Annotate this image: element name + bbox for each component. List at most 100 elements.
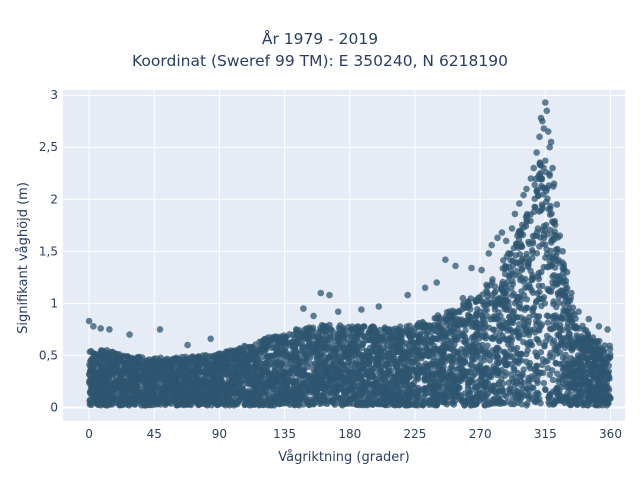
data-point: [544, 365, 551, 372]
data-point: [503, 253, 510, 260]
data-point: [96, 350, 103, 357]
data-point: [499, 332, 506, 339]
data-point: [155, 370, 163, 377]
data-point: [257, 374, 264, 381]
data-point: [480, 320, 487, 327]
data-point: [570, 361, 578, 368]
data-point: [575, 354, 582, 362]
data-point: [529, 249, 536, 256]
data-point: [523, 402, 530, 409]
data-point: [234, 388, 242, 396]
data-point: [550, 272, 558, 279]
data-point: [457, 360, 465, 367]
data-point: [245, 387, 253, 394]
data-point: [536, 339, 543, 346]
data-point: [499, 322, 506, 330]
data-point: [490, 363, 497, 370]
data-point: [286, 398, 293, 405]
data-point: [431, 378, 438, 386]
data-point: [347, 385, 354, 393]
data-point: [211, 360, 218, 367]
data-point: [135, 353, 143, 360]
data-point: [282, 391, 289, 398]
data-point: [380, 387, 388, 394]
data-point: [289, 392, 297, 399]
data-point: [384, 397, 391, 404]
data-point: [467, 306, 474, 313]
data-point: [332, 352, 339, 359]
data-point: [491, 306, 499, 313]
data-point: [451, 333, 458, 340]
data-point: [544, 185, 551, 192]
data-point: [543, 250, 551, 258]
data-point: [556, 272, 563, 280]
data-point: [328, 397, 336, 404]
data-point: [195, 353, 202, 360]
data-point: [459, 366, 466, 374]
data-point: [535, 282, 543, 290]
data-point: [384, 360, 391, 367]
data-point: [512, 252, 519, 259]
data-point: [505, 263, 512, 270]
data-point: [481, 380, 488, 388]
data-point: [566, 339, 573, 347]
chart-title-block: År 1979 - 2019 Koordinat (Sweref 99 TM):…: [0, 28, 640, 72]
data-point: [440, 366, 447, 374]
data-point: [116, 370, 124, 377]
data-point: [365, 382, 373, 389]
data-point: [570, 323, 578, 330]
data-point: [447, 353, 454, 361]
data-point: [448, 326, 455, 334]
data-point: [125, 361, 132, 368]
data-point: [488, 292, 495, 299]
data-point: [470, 343, 477, 350]
data-point: [468, 361, 475, 368]
data-point: [265, 361, 272, 369]
data-point: [119, 359, 126, 366]
data-point: [542, 386, 549, 394]
data-point: [481, 371, 488, 378]
data-point: [220, 360, 227, 368]
chart-subtitle: Koordinat (Sweref 99 TM): E 350240, N 62…: [132, 52, 508, 70]
data-point: [202, 390, 209, 398]
data-point: [555, 299, 563, 306]
data-point: [562, 315, 570, 322]
data-point: [337, 357, 345, 364]
data-point: [123, 377, 130, 385]
data-point: [363, 400, 370, 407]
data-point: [300, 395, 307, 402]
data-point: [452, 309, 459, 316]
data-point: [554, 370, 561, 377]
data-point: [538, 268, 545, 276]
data-point: [385, 354, 392, 361]
data-point: [467, 391, 474, 398]
data-point: [229, 369, 236, 376]
data-point: [491, 300, 498, 308]
data-point: [474, 393, 482, 400]
data-point: [518, 314, 525, 321]
data-point: [535, 275, 543, 283]
data-point: [500, 357, 508, 365]
data-point: [550, 300, 557, 308]
data-point: [588, 371, 595, 379]
data-point: [240, 350, 247, 358]
data-point: [423, 330, 430, 338]
data-point: [554, 342, 561, 349]
data-point: [477, 366, 484, 373]
data-point: [123, 353, 131, 360]
data-point: [281, 377, 288, 385]
data-point: [531, 181, 538, 188]
data-point: [544, 195, 551, 202]
data-point: [310, 366, 317, 373]
data-point: [511, 299, 518, 307]
data-point: [380, 377, 388, 384]
data-point: [406, 401, 414, 409]
data-point: [221, 353, 229, 360]
data-point: [482, 335, 489, 342]
data-point: [415, 395, 422, 402]
data-points: [85, 99, 614, 409]
data-point: [225, 388, 232, 395]
data-point: [490, 326, 497, 333]
data-point: [270, 362, 277, 369]
data-point: [515, 303, 522, 311]
